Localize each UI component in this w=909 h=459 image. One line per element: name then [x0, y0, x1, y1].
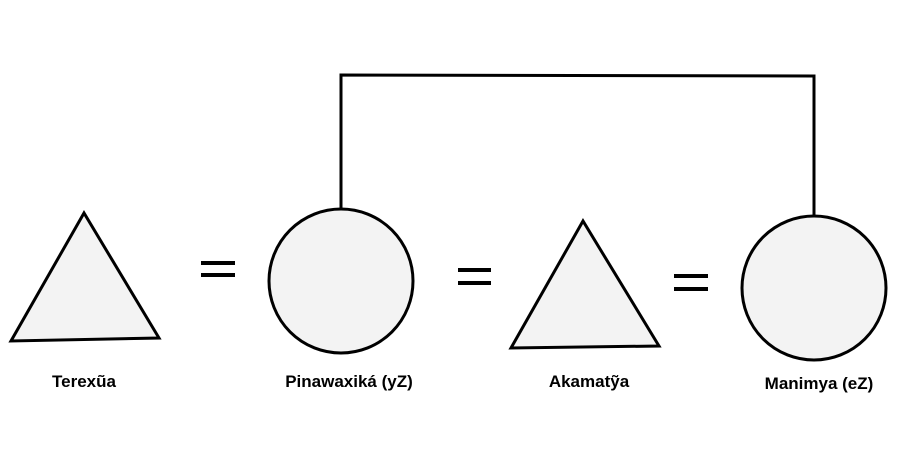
- marriage-equals-sign: [458, 268, 491, 285]
- male-triangle-akamatya: [508, 218, 662, 350]
- marriage-equals-sign: [201, 261, 235, 277]
- marriage-equals-sign: [674, 274, 708, 291]
- person-label-pinawaxika: Pinawaxiká (yZ): [285, 372, 413, 391]
- female-circle-pinawaxika: [267, 207, 415, 355]
- female-circle-manimya: [740, 214, 888, 362]
- person-label-manimya: Manimya (eZ): [765, 374, 874, 393]
- male-triangle-terexua: [8, 210, 162, 343]
- person-label-terexua: Terexũa: [52, 372, 116, 391]
- sibling-connector: [339, 73, 816, 217]
- person-label-akamatya: Akamatỹa: [549, 372, 630, 391]
